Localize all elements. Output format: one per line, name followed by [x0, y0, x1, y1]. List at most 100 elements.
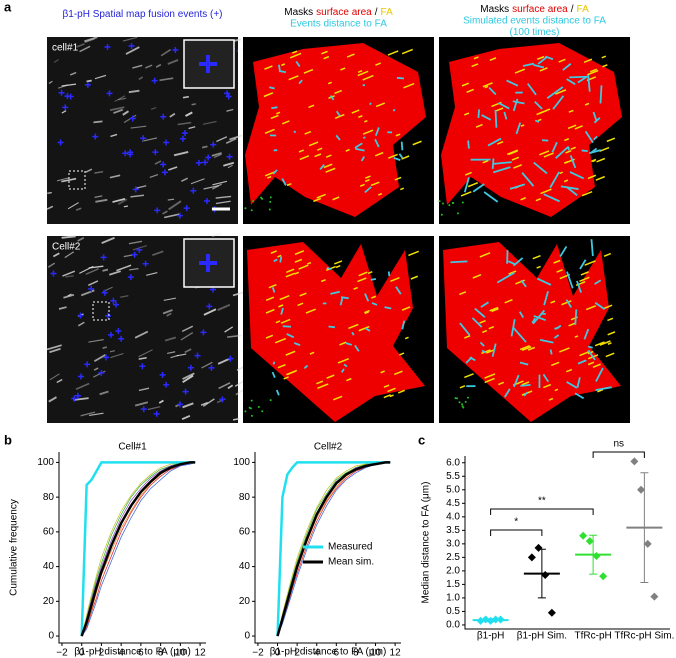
- distance-segment: [549, 171, 560, 189]
- fa-streak: [224, 326, 234, 333]
- fa-mask: [589, 68, 598, 73]
- fa-mask: [374, 151, 384, 157]
- fa-streak: [184, 348, 192, 354]
- x-tick-label: 8: [158, 648, 164, 658]
- event-cross: [110, 297, 117, 304]
- fa-mask: [339, 341, 347, 346]
- fa-mask: [281, 63, 286, 67]
- event-cross: [127, 274, 134, 281]
- fa-streak: [217, 357, 231, 365]
- header-part: β1-pH Spatial map fusion events (+): [63, 9, 223, 20]
- fa-streak: [77, 321, 85, 327]
- header-part: FA: [577, 4, 590, 15]
- fa-mask: [489, 306, 499, 312]
- event-cross: [187, 364, 194, 371]
- fa-streak: [122, 110, 130, 116]
- distance-segment: [523, 391, 529, 397]
- y-tick-label: 4.5: [446, 498, 460, 509]
- fa-mask: [278, 304, 284, 308]
- distance-segment: [472, 183, 485, 193]
- event-cross: [104, 44, 111, 51]
- fa-mask: [484, 85, 489, 89]
- fa-mask: [316, 193, 326, 199]
- fa-mask: [305, 308, 316, 314]
- fa-mask: [337, 358, 349, 364]
- y-tick-label: 100: [233, 457, 250, 468]
- fa-mask: [389, 394, 394, 398]
- data-point: [534, 543, 543, 552]
- fa-mask: [298, 149, 305, 153]
- distance-segment: [275, 389, 280, 396]
- fa-mask: [395, 133, 401, 137]
- distance-segment: [459, 322, 471, 336]
- fa-streak: [88, 265, 104, 269]
- fa-streak: [159, 77, 174, 82]
- fa-streak: [56, 378, 63, 384]
- distance-segment: [567, 146, 570, 151]
- distance-segment: [340, 296, 349, 300]
- x-tick-label: TfRc-pH Sim.: [614, 631, 674, 642]
- series-line: [81, 462, 196, 637]
- data-point: [527, 553, 536, 562]
- fa-mask: [581, 190, 593, 197]
- column-header: (100 times): [509, 27, 559, 38]
- event-cross: [224, 90, 231, 97]
- distance-segment: [590, 147, 598, 154]
- legend-label: Mean sim.: [328, 557, 374, 568]
- fa-streak: [215, 200, 231, 205]
- distance-segment: [533, 315, 546, 321]
- fa-mask: [340, 67, 346, 71]
- fa-streak: [138, 349, 153, 358]
- distance-segment: [493, 166, 511, 174]
- fa-streak: [227, 384, 234, 390]
- outside-event: [438, 200, 441, 203]
- distance-segment: [496, 271, 515, 284]
- fa-mask: [313, 197, 322, 203]
- fa-mask: [555, 89, 567, 95]
- distance-segment: [371, 302, 378, 306]
- fa-mask: [282, 120, 290, 125]
- fa-streak: [84, 36, 98, 43]
- fa-mask: [585, 305, 597, 311]
- fa-mask: [496, 141, 504, 145]
- distance-segment: [355, 147, 365, 152]
- fa-mask: [595, 175, 605, 181]
- fa-streak: [211, 183, 223, 190]
- distance-segment: [587, 74, 591, 92]
- distance-segment: [493, 161, 512, 165]
- distance-segment: [339, 297, 344, 306]
- distance-segment: [293, 130, 297, 134]
- fa-streak: [63, 293, 75, 299]
- significance-bracket: [490, 508, 594, 515]
- fa-mask: [484, 377, 495, 384]
- event-cross: [181, 130, 188, 137]
- data-point: [630, 457, 639, 466]
- fa-mask: [321, 50, 328, 55]
- fa-mask: [263, 92, 274, 98]
- fa-streak: [202, 120, 217, 125]
- fa-mask: [294, 258, 303, 263]
- distance-segment: [487, 137, 502, 147]
- fa-streak: [182, 374, 194, 383]
- event-cross: [57, 139, 64, 146]
- fa-streak: [86, 79, 92, 83]
- fa-streak: [150, 106, 157, 110]
- x-tick-label: 12: [195, 648, 207, 658]
- header-part: Masks: [480, 4, 509, 15]
- fa-streak: [203, 308, 217, 316]
- fa-mask: [346, 53, 355, 58]
- cell-label: Cell#2: [52, 242, 81, 253]
- distance-segment: [335, 134, 341, 141]
- event-cross: [182, 388, 189, 395]
- roi-box: [92, 301, 110, 321]
- fa-mask: [274, 337, 287, 344]
- distance-segment: [581, 149, 588, 153]
- fa-mask: [375, 102, 385, 108]
- y-tick-label: 0: [244, 631, 250, 642]
- axis: [254, 452, 401, 644]
- outside-event: [261, 410, 264, 413]
- fa-mask: [543, 383, 552, 389]
- distance-segment: [519, 361, 529, 366]
- fa-streak: [145, 64, 153, 69]
- event-cross: [206, 303, 213, 310]
